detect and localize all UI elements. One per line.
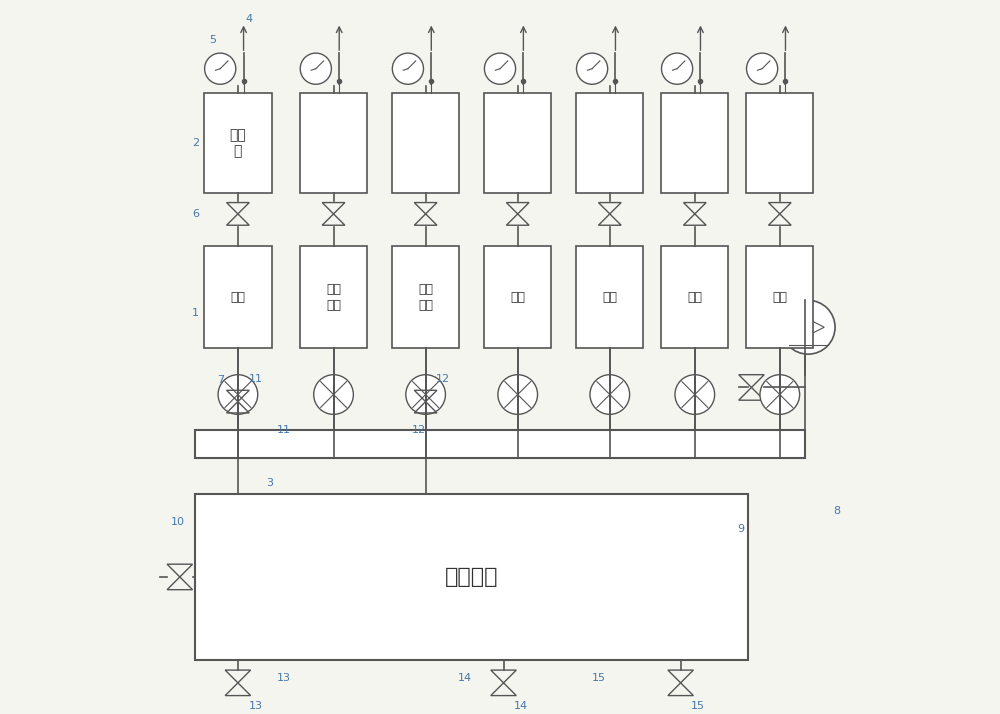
Circle shape (498, 375, 538, 414)
Bar (576, 94, 643, 193)
Circle shape (218, 375, 258, 414)
Text: 3: 3 (266, 478, 273, 488)
Text: 标准油样: 标准油样 (445, 567, 498, 587)
Text: 10: 10 (171, 517, 185, 527)
Text: 11: 11 (277, 425, 291, 435)
Text: 15: 15 (592, 673, 606, 683)
Text: 5: 5 (210, 36, 217, 46)
Text: 1: 1 (192, 308, 199, 318)
Text: 12: 12 (436, 374, 450, 384)
Bar (392, 246, 459, 348)
Text: 乙烯: 乙烯 (687, 291, 702, 303)
Circle shape (781, 301, 835, 354)
Text: 15: 15 (691, 700, 705, 710)
Text: 空白
油: 空白 油 (230, 128, 246, 159)
Bar (746, 94, 813, 193)
Text: 4: 4 (245, 14, 252, 24)
Circle shape (590, 375, 630, 414)
Circle shape (747, 53, 778, 84)
Text: 9: 9 (737, 524, 744, 534)
Text: 甲烷: 甲烷 (510, 291, 525, 303)
Circle shape (406, 375, 445, 414)
Bar (204, 246, 272, 348)
Circle shape (760, 375, 800, 414)
Circle shape (675, 375, 715, 414)
Circle shape (314, 375, 353, 414)
Bar (746, 246, 813, 348)
Text: 2: 2 (192, 138, 199, 148)
Circle shape (300, 53, 331, 84)
Bar (204, 94, 272, 193)
Bar (300, 94, 367, 193)
Bar (195, 493, 748, 660)
Circle shape (577, 53, 608, 84)
Bar (300, 246, 367, 348)
Bar (484, 94, 551, 193)
Text: 14: 14 (457, 673, 472, 683)
Text: 氢气: 氢气 (230, 291, 245, 303)
Bar (484, 246, 551, 348)
Circle shape (662, 53, 693, 84)
Text: 一氧
化碳: 一氧 化碳 (326, 283, 341, 311)
Bar (576, 246, 643, 348)
Text: 13: 13 (277, 673, 291, 683)
Text: 6: 6 (192, 209, 199, 219)
Text: 13: 13 (249, 700, 263, 710)
Text: 8: 8 (833, 506, 840, 516)
Text: 乙炔: 乙炔 (772, 291, 787, 303)
Text: 二氧
化碳: 二氧 化碳 (418, 283, 433, 311)
Bar (392, 94, 459, 193)
Bar (661, 94, 728, 193)
Circle shape (392, 53, 423, 84)
Bar (661, 246, 728, 348)
Text: 乙烷: 乙烷 (602, 291, 617, 303)
Text: 14: 14 (514, 700, 528, 710)
Text: 12: 12 (411, 425, 426, 435)
Bar (195, 430, 805, 458)
Text: 11: 11 (249, 374, 263, 384)
Circle shape (484, 53, 516, 84)
Circle shape (205, 53, 236, 84)
Text: 7: 7 (217, 376, 224, 386)
